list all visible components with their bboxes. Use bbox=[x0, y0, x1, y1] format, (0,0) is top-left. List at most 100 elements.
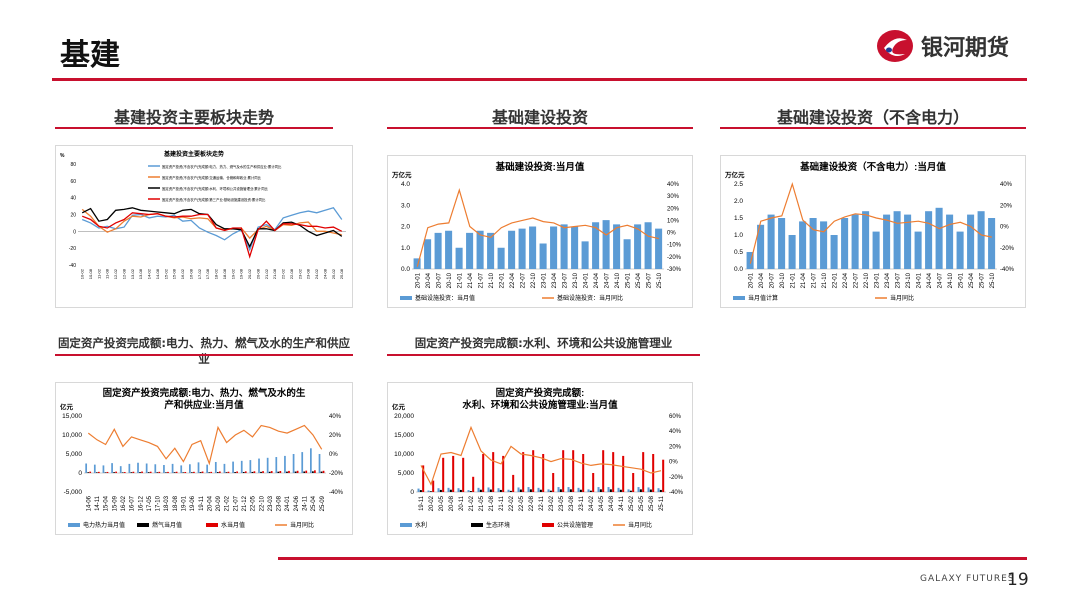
section-title-water: 固定资产投资完成额:水利、环境和公共设施管理业 bbox=[414, 336, 673, 350]
y-tick-label: 0 bbox=[73, 229, 76, 235]
x-tick-label: 22-08 bbox=[529, 495, 535, 511]
bar bbox=[115, 471, 117, 473]
bar bbox=[123, 472, 126, 473]
y-axis-unit: 万亿元 bbox=[724, 170, 745, 179]
x-tick-label: 16-02 bbox=[180, 268, 185, 279]
y2-tick-label: 40% bbox=[669, 429, 682, 435]
bar bbox=[320, 471, 323, 473]
chart-title: 产和供应业:当月值 bbox=[164, 399, 244, 411]
x-tick-label: 25-08 bbox=[649, 495, 655, 511]
series-line bbox=[420, 425, 662, 486]
chart-title: 基础建设投资:当月值 bbox=[495, 161, 585, 173]
bar bbox=[284, 455, 286, 473]
bar bbox=[424, 239, 432, 269]
bar bbox=[457, 488, 460, 492]
bar bbox=[139, 472, 141, 473]
bar bbox=[189, 464, 191, 473]
x-tick-label: 25-01 bbox=[958, 272, 964, 288]
bar bbox=[286, 471, 288, 473]
bar bbox=[305, 470, 308, 473]
x-tick-label: 24-10 bbox=[615, 272, 621, 288]
bar bbox=[767, 214, 775, 269]
bar bbox=[121, 472, 124, 473]
x-tick-label: 24-06 bbox=[294, 495, 300, 511]
y-tick-label: 2.5 bbox=[734, 181, 743, 188]
x-tick-label: 22-10 bbox=[531, 272, 537, 288]
x-tick-label: 21-01 bbox=[790, 272, 796, 288]
x-tick-label: 23-08 bbox=[277, 495, 283, 511]
x-tick-label: 16-08 bbox=[188, 268, 193, 279]
bar bbox=[602, 450, 605, 492]
x-tick-label: 16-02 bbox=[121, 495, 127, 511]
x-tick-label: 22-05 bbox=[251, 495, 257, 511]
bar bbox=[571, 226, 579, 269]
legend-label: 生态环境 bbox=[486, 521, 510, 529]
series-line bbox=[749, 181, 992, 264]
bar bbox=[180, 465, 183, 473]
bar bbox=[637, 487, 640, 492]
bar bbox=[145, 463, 148, 473]
bar bbox=[447, 487, 450, 492]
x-tick-label: 19-02 bbox=[230, 268, 235, 279]
chart-title: 基础建设投资（不含电力）:当月值 bbox=[799, 161, 946, 173]
x-tick-label: 17-08 bbox=[205, 268, 210, 279]
bar bbox=[542, 454, 545, 492]
x-tick-label: 21-12 bbox=[242, 495, 248, 511]
x-tick-label: 24-01 bbox=[916, 272, 922, 288]
brand-name: 银河期货 bbox=[921, 36, 1010, 61]
bar bbox=[559, 489, 562, 492]
bar bbox=[106, 471, 109, 473]
bar bbox=[455, 247, 463, 269]
bar bbox=[550, 226, 558, 269]
bar bbox=[893, 211, 901, 269]
y-axis-unit: 万亿元 bbox=[391, 170, 412, 179]
x-tick-label: 16-07 bbox=[130, 495, 136, 511]
x-tick-label: 22-10 bbox=[259, 495, 265, 511]
legend-swatch bbox=[137, 523, 149, 527]
x-tick-label: 20-08 bbox=[449, 495, 455, 511]
y-tick-label: 5,000 bbox=[398, 470, 415, 477]
y-tick-label: -20 bbox=[69, 246, 76, 252]
bar bbox=[497, 247, 505, 269]
bar bbox=[301, 452, 304, 473]
bar bbox=[173, 472, 176, 473]
bar bbox=[602, 220, 610, 269]
bar bbox=[201, 471, 204, 473]
x-tick-label: 20-04 bbox=[207, 495, 213, 511]
bar bbox=[244, 471, 247, 473]
bar bbox=[914, 231, 922, 269]
y-tick-label: 15,000 bbox=[62, 413, 82, 420]
bar bbox=[310, 448, 312, 473]
legend-label: 公共设施管理 bbox=[557, 521, 593, 529]
bar bbox=[477, 487, 480, 492]
bar bbox=[149, 471, 152, 473]
bar bbox=[872, 231, 880, 269]
x-tick-label: 20-07 bbox=[769, 272, 775, 288]
x-tick-label: 25-10 bbox=[990, 272, 996, 288]
bar bbox=[634, 224, 642, 269]
section-divider bbox=[387, 354, 700, 356]
y2-tick-label: -20% bbox=[1000, 246, 1015, 252]
x-tick-label: 18-08 bbox=[222, 268, 227, 279]
x-tick-label: 24-07 bbox=[937, 272, 943, 288]
x-tick-label: 25-08 bbox=[339, 268, 344, 279]
x-tick-label: 15-04 bbox=[104, 495, 110, 511]
bar bbox=[512, 474, 515, 492]
x-tick-label: 20-07 bbox=[436, 272, 442, 288]
x-tick-label: 21-04 bbox=[801, 272, 807, 288]
bar bbox=[925, 211, 933, 269]
y-tick-label: 80 bbox=[70, 162, 76, 168]
x-tick-label: 22-08 bbox=[289, 268, 294, 279]
x-tick-label: 17-02 bbox=[197, 268, 202, 279]
bar bbox=[632, 473, 635, 492]
bar bbox=[492, 452, 495, 492]
bar bbox=[318, 454, 321, 473]
x-tick-label: 23-03 bbox=[268, 495, 274, 511]
bar bbox=[266, 457, 269, 473]
x-tick-label: 21-07 bbox=[811, 272, 817, 288]
bar bbox=[537, 487, 540, 492]
y2-tick-label: 40% bbox=[329, 414, 342, 420]
legend-label: 固定资产投资(不含农户)完成额:交通运输、仓储和邮政业:累计同比 bbox=[162, 175, 262, 180]
bar bbox=[569, 489, 572, 492]
